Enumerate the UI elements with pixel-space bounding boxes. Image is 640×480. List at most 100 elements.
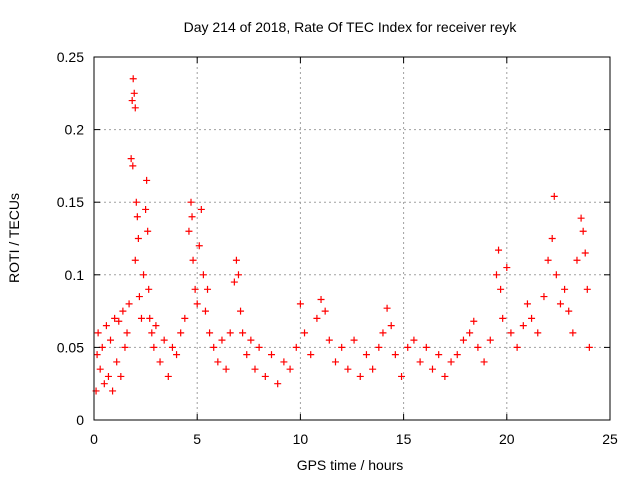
data-point [113, 358, 121, 366]
data-point [261, 372, 269, 380]
data-point [404, 343, 412, 351]
data-point [507, 329, 515, 337]
data-point [391, 351, 399, 359]
data-point [152, 322, 160, 330]
data-point [160, 336, 168, 344]
data-point [503, 264, 511, 272]
x-tick-label: 25 [602, 431, 618, 447]
data-point [387, 322, 395, 330]
data-point [274, 380, 282, 388]
data-point [338, 343, 346, 351]
data-point [556, 300, 564, 308]
data-point [132, 198, 140, 206]
data-point [375, 343, 383, 351]
data-point [410, 336, 418, 344]
data-point [268, 351, 276, 359]
y-tick-label: 0.25 [57, 49, 84, 65]
data-point [492, 271, 500, 279]
data-point [93, 351, 101, 359]
data-point [585, 343, 593, 351]
data-point [466, 329, 474, 337]
data-point [561, 285, 569, 293]
data-point [125, 300, 133, 308]
data-point [164, 372, 172, 380]
data-point [150, 343, 158, 351]
data-point [301, 329, 309, 337]
data-point [131, 256, 139, 264]
data-point [144, 227, 152, 235]
y-tick-label: 0.2 [65, 122, 85, 138]
data-point [499, 314, 507, 322]
data-point [197, 205, 205, 213]
data-point [573, 256, 581, 264]
data-point [383, 304, 391, 312]
data-point [188, 213, 196, 221]
data-point [441, 372, 449, 380]
data-point [117, 372, 125, 380]
data-point [534, 329, 542, 337]
data-point [497, 285, 505, 293]
data-point [292, 343, 300, 351]
data-point [130, 89, 138, 97]
data-point [199, 271, 207, 279]
data-point [548, 235, 556, 242]
data-point [187, 198, 195, 206]
data-point [210, 343, 218, 351]
data-point [331, 358, 339, 366]
y-tick-label: 0.1 [65, 267, 85, 283]
data-point [104, 372, 112, 380]
axis-ticks: 0 5 10 15 20 25 0 0.05 0.1 0.15 0.2 0.25 [57, 49, 618, 447]
data-point [115, 317, 123, 325]
data-point [577, 214, 585, 222]
data-point [206, 329, 214, 337]
data-point [137, 314, 145, 322]
data-point [513, 343, 521, 351]
data-point [135, 293, 143, 301]
data-point [128, 97, 136, 105]
data-point [243, 351, 251, 359]
data-point [237, 307, 245, 315]
data-point [459, 336, 467, 344]
data-point [230, 278, 238, 286]
data-point [544, 256, 552, 264]
data-point [191, 285, 199, 293]
data-point [581, 249, 589, 257]
data-point [133, 213, 141, 221]
data-point [127, 155, 135, 163]
data-point [181, 314, 189, 322]
data-point [234, 271, 242, 279]
data-point [156, 358, 164, 366]
data-point [146, 314, 154, 322]
data-point [193, 300, 201, 308]
x-tick-label: 10 [293, 431, 309, 447]
data-point [495, 246, 503, 254]
data-point [232, 256, 240, 264]
data-point [280, 358, 288, 366]
data-point [102, 322, 110, 330]
y-tick-label: 0.05 [57, 339, 84, 355]
data-point [286, 365, 294, 373]
data-point [142, 205, 150, 213]
data-point [379, 329, 387, 337]
data-point [325, 336, 333, 344]
data-point [239, 329, 247, 337]
x-tick-label: 20 [499, 431, 515, 447]
data-point [204, 285, 212, 293]
data-point [111, 314, 119, 322]
data-point [398, 372, 406, 380]
data-point [201, 307, 209, 315]
x-tick-label: 5 [193, 431, 201, 447]
data-point [168, 343, 176, 351]
data-point [565, 307, 573, 315]
data-point [96, 365, 104, 373]
data-point [185, 227, 193, 235]
data-point [453, 351, 461, 359]
data-point [107, 336, 115, 344]
data-point [140, 271, 148, 279]
data-point [422, 343, 430, 351]
data-points [92, 75, 593, 395]
data-point [474, 343, 482, 351]
data-point [435, 351, 443, 359]
data-point [321, 307, 329, 315]
data-point [428, 365, 436, 373]
